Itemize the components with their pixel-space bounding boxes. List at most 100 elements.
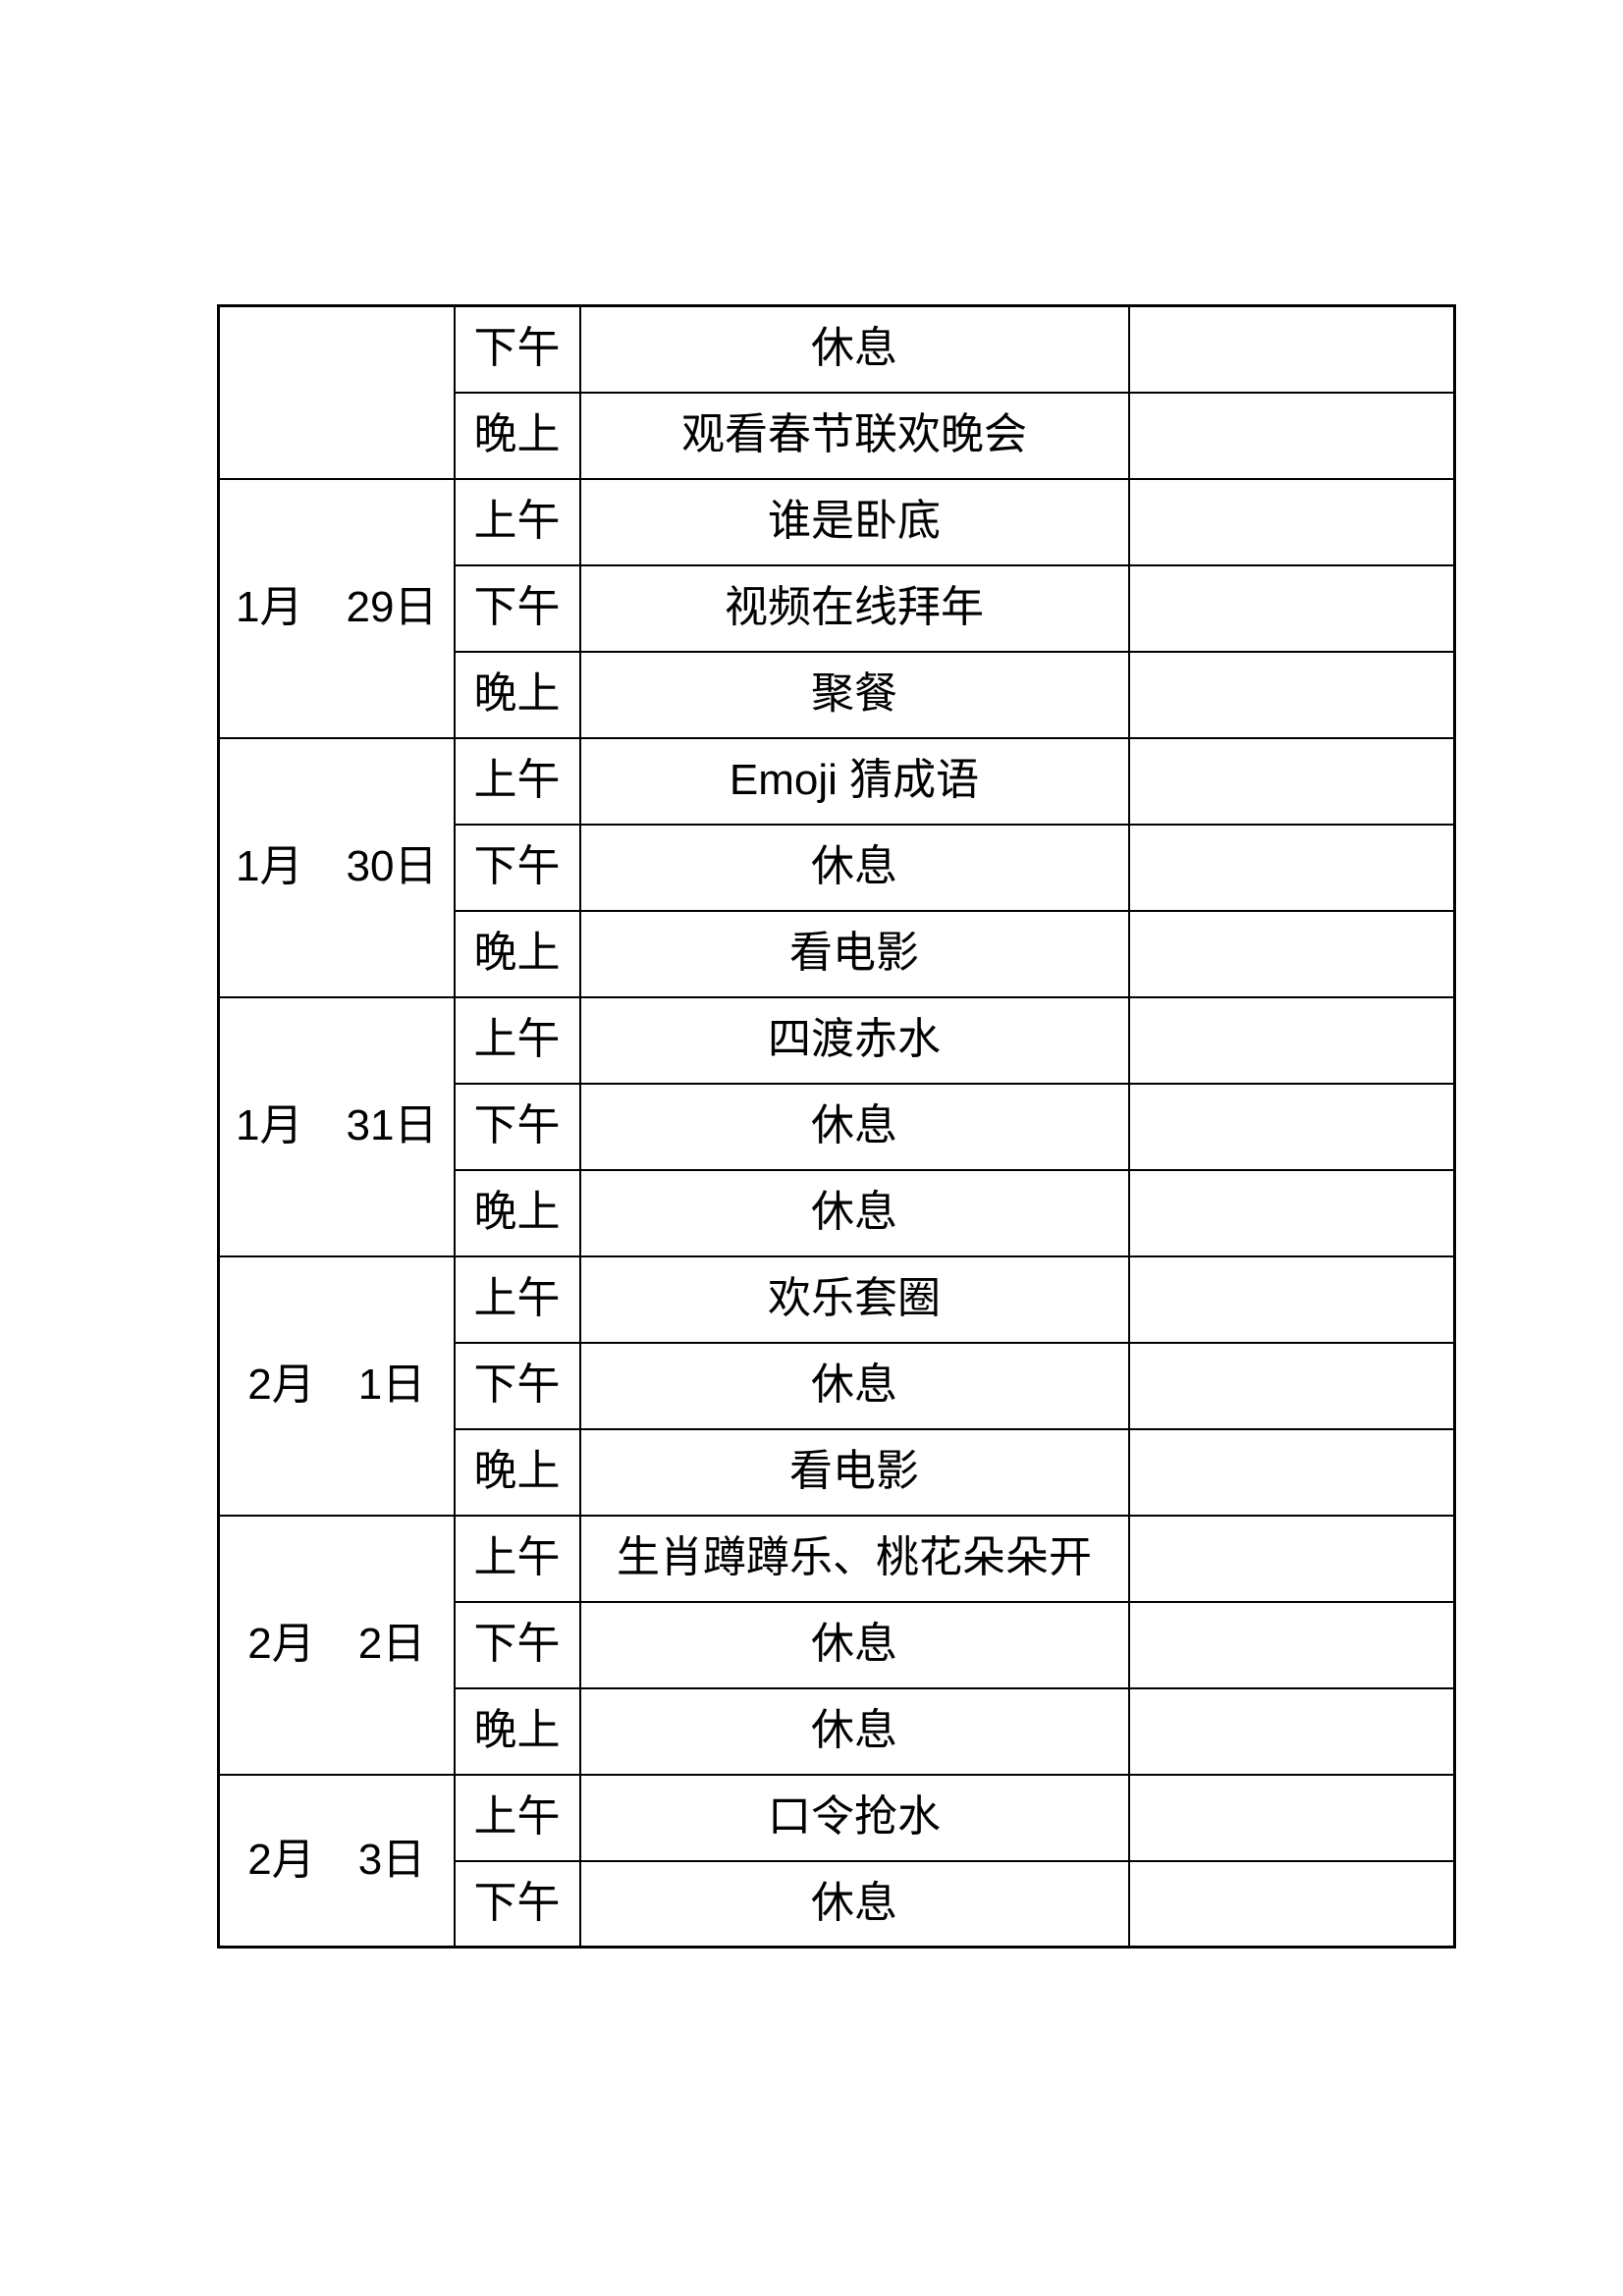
activity-label: 休息 — [811, 842, 897, 891]
activity-cell: 谁是卧底 — [578, 477, 1130, 566]
activity-label: 看电影 — [789, 929, 919, 978]
date-cell — [217, 304, 456, 480]
activity-label: 谁是卧底 — [768, 497, 941, 546]
notes-cell — [1127, 391, 1456, 480]
time-cell: 上午 — [453, 736, 581, 826]
date-cell: 1月 29日 — [217, 477, 456, 739]
table-row: 下午 休息 — [219, 1859, 1456, 1949]
time-cell: 上午 — [453, 995, 581, 1085]
notes-cell — [1127, 1082, 1456, 1171]
activity-label: 观看春节联欢晚会 — [681, 410, 1027, 459]
activity-label: 休息 — [811, 1620, 897, 1669]
table-row: 晚上 看电影 — [219, 1427, 1456, 1517]
activity-cell: 口令抢水 — [578, 1773, 1130, 1862]
activity-cell: 休息 — [578, 1600, 1130, 1689]
activity-label: 欢乐套圈 — [768, 1274, 941, 1323]
date-cell: 2月 2日 — [217, 1514, 456, 1776]
activity-cell: 聚餐 — [578, 650, 1130, 739]
table-row: 晚上 休息 — [219, 1686, 1456, 1776]
time-label: 晚上 — [473, 410, 561, 459]
date-label: 1月 29日 — [236, 583, 438, 632]
table-row: 晚上 看电影 — [219, 909, 1456, 998]
activity-label: 口令抢水 — [768, 1792, 941, 1842]
notes-cell — [1127, 736, 1456, 826]
activity-label: 休息 — [811, 1101, 897, 1150]
notes-cell — [1127, 1859, 1456, 1949]
activity-cell: 休息 — [578, 1168, 1130, 1257]
time-cell: 下午 — [453, 563, 581, 653]
time-cell: 下午 — [453, 1341, 581, 1430]
time-label: 上午 — [473, 1792, 561, 1842]
activity-label: 休息 — [811, 1188, 897, 1237]
activity-label: 看电影 — [789, 1447, 919, 1496]
activity-cell: 休息 — [578, 1686, 1130, 1776]
time-cell: 晚上 — [453, 1686, 581, 1776]
table-row: 1月 30日 上午 Emoji 猜成语 — [217, 736, 1456, 998]
time-cell: 上午 — [453, 1773, 581, 1862]
table-row: 2月 3日 上午 口令抢水 — [217, 1773, 1456, 1949]
time-label: 下午 — [473, 1620, 561, 1669]
table-row: 下午 视频在线拜年 — [219, 563, 1456, 653]
schedule-table-body: 下午 休息 晚上 观看春节联欢晚会 1月 29日 上午 谁是卧底 下午 视频在线拜年 晚上 聚餐 1月… — [217, 304, 1456, 1949]
time-label: 晚上 — [473, 669, 561, 719]
activity-cell: 生肖蹲蹲乐、桃花朵朵开 — [578, 1514, 1130, 1603]
activity-label: Emoji 猜成语 — [729, 756, 980, 805]
time-cell: 晚上 — [453, 1427, 581, 1517]
time-cell: 上午 — [453, 477, 581, 566]
notes-cell — [1127, 1427, 1456, 1517]
activity-label: 聚餐 — [811, 669, 897, 719]
date-label: 2月 2日 — [247, 1620, 426, 1669]
notes-cell — [1127, 1341, 1456, 1430]
time-label: 上午 — [473, 1015, 561, 1064]
time-cell: 晚上 — [453, 650, 581, 739]
date-label: 1月 31日 — [236, 1101, 438, 1150]
table-row: 下午 休息 — [219, 823, 1456, 912]
notes-cell — [1127, 650, 1456, 739]
activity-cell: 看电影 — [578, 1427, 1130, 1517]
activity-label: 休息 — [811, 1706, 897, 1755]
activity-cell: 休息 — [578, 1082, 1130, 1171]
time-cell: 晚上 — [453, 1168, 581, 1257]
time-label: 晚上 — [473, 1706, 561, 1755]
table-row: 下午 休息 — [219, 1082, 1456, 1171]
notes-cell — [1127, 563, 1456, 653]
activity-cell: 观看春节联欢晚会 — [578, 391, 1130, 480]
notes-cell — [1127, 1773, 1456, 1862]
time-label: 晚上 — [473, 1447, 561, 1496]
time-cell: 上午 — [453, 1514, 581, 1603]
activity-cell: Emoji 猜成语 — [578, 736, 1130, 826]
activity-cell: 看电影 — [578, 909, 1130, 998]
activity-label: 生肖蹲蹲乐、桃花朵朵开 — [617, 1533, 1092, 1582]
time-cell: 下午 — [453, 1600, 581, 1689]
notes-cell — [1127, 823, 1456, 912]
table-row: 2月 2日 上午 生肖蹲蹲乐、桃花朵朵开 — [217, 1514, 1456, 1776]
time-label: 下午 — [473, 324, 561, 373]
activity-cell: 休息 — [578, 1341, 1130, 1430]
table-row: 下午 休息 — [217, 304, 1456, 480]
notes-cell — [1127, 477, 1456, 566]
time-label: 下午 — [473, 1361, 561, 1410]
time-label: 晚上 — [473, 1188, 561, 1237]
time-label: 上午 — [473, 1533, 561, 1582]
time-label: 下午 — [473, 1878, 561, 1927]
date-cell: 1月 31日 — [217, 995, 456, 1257]
activity-cell: 休息 — [578, 1859, 1130, 1949]
date-cell: 2月 1日 — [217, 1255, 456, 1517]
time-label: 上午 — [473, 497, 561, 546]
date-label: 2月 3日 — [247, 1835, 426, 1884]
table-row: 晚上 聚餐 — [219, 650, 1456, 739]
notes-cell — [1127, 1168, 1456, 1257]
time-cell: 下午 — [453, 823, 581, 912]
notes-cell — [1127, 1600, 1456, 1689]
table-row: 晚上 休息 — [219, 1168, 1456, 1257]
activity-cell: 休息 — [578, 304, 1130, 394]
notes-cell — [1127, 1255, 1456, 1344]
time-label: 下午 — [473, 1101, 561, 1150]
time-label: 下午 — [473, 583, 561, 632]
time-cell: 下午 — [453, 1082, 581, 1171]
time-cell: 下午 — [453, 1859, 581, 1949]
date-label: 2月 1日 — [247, 1361, 426, 1410]
notes-cell — [1127, 1514, 1456, 1603]
time-label: 上午 — [473, 756, 561, 805]
